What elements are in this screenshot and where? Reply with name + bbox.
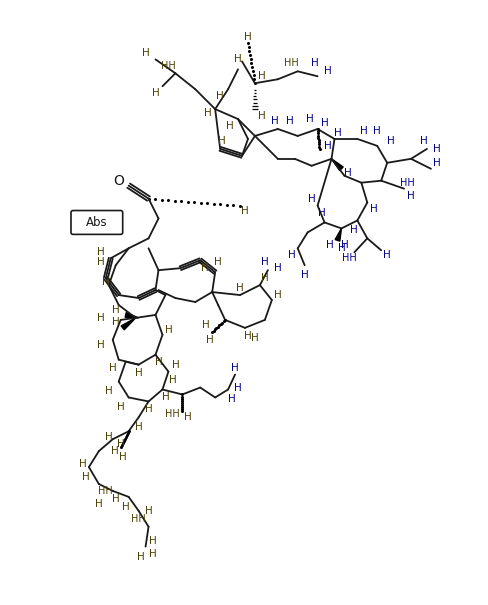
Text: H: H	[151, 88, 159, 98]
Text: HH: HH	[284, 58, 299, 68]
Text: H: H	[97, 247, 104, 257]
Text: HH: HH	[161, 61, 176, 71]
Text: H: H	[154, 357, 162, 367]
Text: H: H	[216, 91, 224, 101]
Text: H: H	[102, 277, 109, 287]
Text: H: H	[320, 118, 328, 128]
Text: H: H	[112, 494, 120, 504]
Text: H: H	[270, 116, 278, 126]
Text: H: H	[161, 393, 169, 402]
Text: H: H	[112, 305, 120, 315]
Text: H: H	[112, 317, 120, 327]
Text: H: H	[105, 432, 112, 442]
Text: H: H	[305, 114, 313, 124]
Text: H: H	[419, 136, 427, 146]
Text: Abs: Abs	[86, 216, 107, 229]
Text: H: H	[218, 136, 225, 146]
Text: H: H	[261, 257, 268, 267]
Text: H: H	[258, 71, 265, 81]
Text: H: H	[369, 203, 377, 214]
Text: H: H	[350, 226, 358, 235]
Text: H: H	[323, 67, 331, 76]
Text: H: H	[360, 126, 367, 136]
Text: H: H	[171, 359, 179, 370]
Text: H: H	[184, 413, 192, 422]
Text: H: H	[97, 313, 104, 323]
FancyBboxPatch shape	[71, 211, 122, 234]
Text: H: H	[234, 54, 242, 64]
Text: H: H	[343, 168, 350, 178]
Text: H: H	[383, 250, 390, 260]
Text: H: H	[148, 535, 156, 546]
Polygon shape	[125, 313, 138, 318]
Text: H: H	[204, 108, 212, 118]
Text: H: H	[111, 446, 119, 456]
Text: H: H	[386, 136, 394, 146]
Text: H: H	[287, 250, 295, 260]
Text: H: H	[244, 31, 251, 42]
Polygon shape	[121, 318, 135, 330]
Text: H: H	[109, 362, 117, 373]
Text: H: H	[95, 499, 102, 509]
Text: H: H	[137, 552, 144, 561]
Text: HH: HH	[399, 178, 414, 188]
Text: O: O	[113, 174, 124, 188]
Text: H: H	[201, 263, 209, 273]
Text: H: H	[273, 263, 281, 273]
Text: H: H	[333, 128, 341, 138]
Text: H: H	[250, 333, 258, 343]
Text: H: H	[244, 331, 251, 341]
Text: H: H	[105, 387, 112, 396]
Text: H: H	[168, 374, 176, 385]
Text: H: H	[226, 121, 233, 131]
Text: H: H	[97, 340, 104, 350]
Text: H: H	[300, 270, 308, 280]
Text: H: H	[144, 404, 152, 414]
Text: H: H	[310, 58, 318, 68]
Text: H: H	[258, 111, 265, 121]
Text: H: H	[97, 257, 104, 267]
Text: H: H	[337, 243, 345, 253]
Text: H: H	[325, 240, 333, 250]
Text: H: H	[273, 290, 281, 300]
Text: H: H	[148, 549, 156, 558]
Text: H: H	[228, 394, 236, 405]
Text: H: H	[135, 422, 142, 433]
Text: H: H	[317, 208, 325, 218]
Text: H: H	[234, 382, 242, 393]
Text: H: H	[122, 502, 129, 512]
Text: H: H	[144, 506, 152, 516]
Text: H: H	[117, 439, 124, 449]
Text: H: H	[236, 283, 244, 293]
Polygon shape	[331, 159, 343, 171]
Text: H: H	[340, 240, 347, 250]
Text: HH: HH	[164, 410, 180, 419]
Text: H: H	[241, 206, 248, 215]
Text: HH: HH	[341, 253, 356, 263]
Text: H: H	[373, 126, 380, 136]
Text: HH: HH	[131, 514, 146, 524]
Text: HH: HH	[98, 486, 113, 496]
Text: H: H	[285, 116, 293, 126]
Text: H: H	[164, 325, 172, 335]
Text: H: H	[231, 362, 239, 373]
Text: H: H	[323, 141, 331, 151]
Text: H: H	[82, 472, 90, 482]
Text: H: H	[79, 459, 87, 469]
Text: H: H	[407, 191, 414, 201]
Text: H: H	[206, 335, 214, 345]
Text: H: H	[261, 273, 268, 283]
Text: H: H	[135, 368, 142, 378]
Text: H: H	[432, 158, 440, 168]
Text: H: H	[202, 320, 210, 330]
Text: H: H	[119, 452, 126, 462]
Text: H: H	[117, 402, 124, 413]
Text: H: H	[214, 257, 222, 267]
Text: H: H	[432, 144, 440, 154]
Polygon shape	[334, 229, 341, 241]
Text: H: H	[307, 194, 315, 204]
Text: H: H	[142, 48, 149, 59]
